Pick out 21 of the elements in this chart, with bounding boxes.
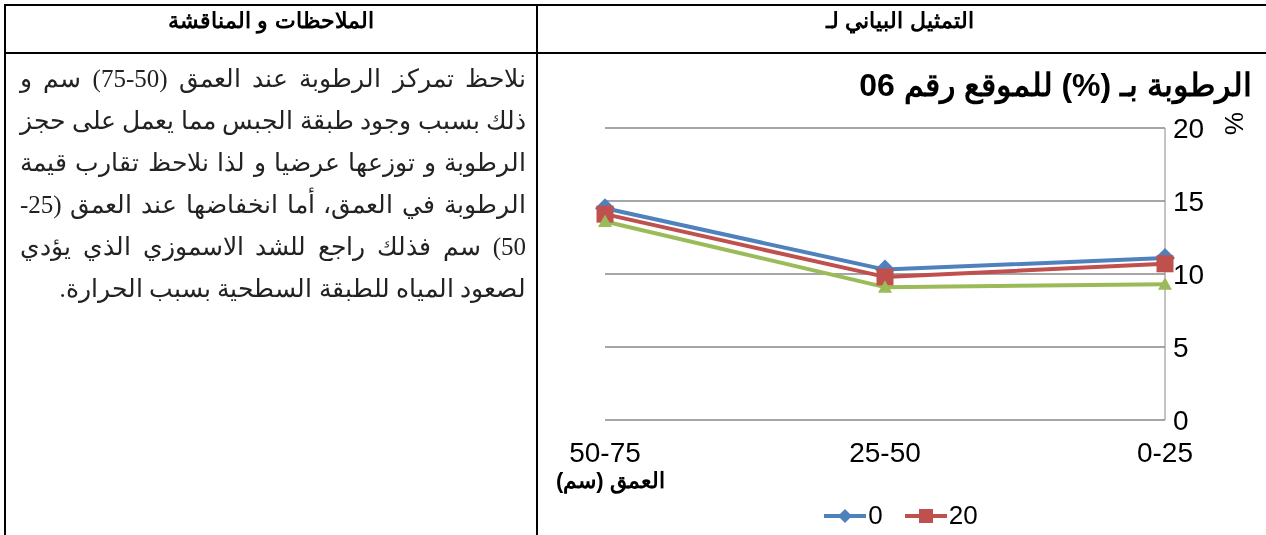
text: نلاحظ تمركز الرطوبة عند العمق (50-75) سم و ذلك بسبب وجود طبقة الجبس مما يعمل على حجز الرطوبة و توزعها عرضيا و لذا نلاحظ تقارب قيمة الرطوبة في العمق، أما انخفاضها عند العمق (25-50) سم فذلك راجع للشد الاسموزي الذي يؤدي لصعود المياه للطبقة السطحية بسبب الحرارة.	[20, 64, 526, 305]
point	[1158, 277, 1172, 290]
x-axis-title: العمق (سم)	[556, 468, 665, 494]
x-tick-label: 0-25	[1136, 436, 1194, 468]
y-axis-title: %	[1218, 111, 1250, 136]
legend-label: 0	[868, 500, 883, 531]
y-tick-label: 20	[1173, 112, 1205, 144]
point	[876, 268, 894, 286]
x-tick-label: 50-75	[569, 436, 641, 468]
y-tick-label: 15	[1173, 185, 1205, 217]
point	[878, 280, 892, 293]
point	[598, 214, 612, 228]
legend-label: 20	[948, 500, 978, 531]
y-tick-label: 5	[1173, 331, 1189, 363]
x-tick-label: 25-50	[849, 436, 921, 468]
chart-title: الرطوبة بـ (%) للموقع رقم 06	[858, 66, 1252, 104]
point	[1156, 255, 1174, 273]
text: التمثيل البياني لـ	[824, 8, 975, 34]
y-tick-label: 0	[1173, 404, 1189, 436]
text: الملاحظات و المناقشة	[167, 8, 375, 34]
y-tick-label: 10	[1173, 258, 1205, 290]
